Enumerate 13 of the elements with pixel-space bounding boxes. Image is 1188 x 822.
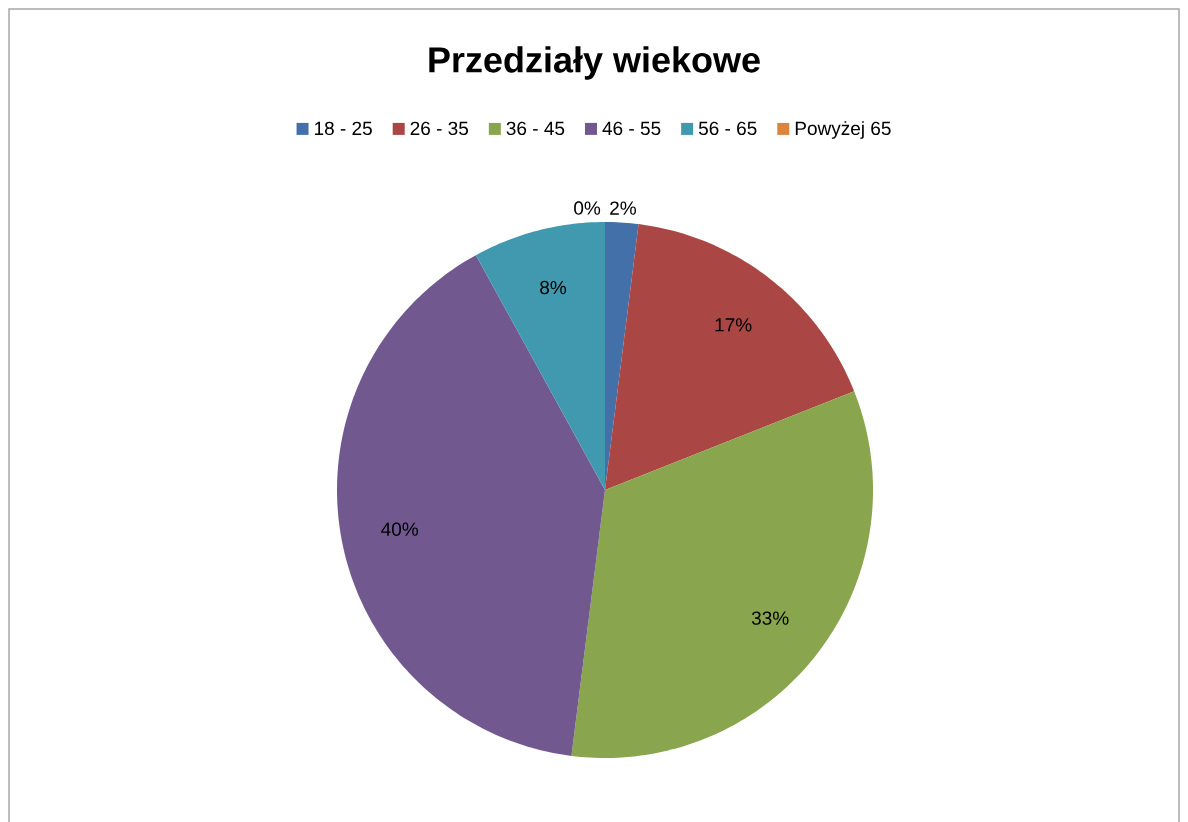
data-label: 2% [610, 201, 636, 215]
data-label: 8% [540, 280, 567, 295]
legend-label: 18 - 25 [314, 121, 372, 136]
legend-label: 46 - 55 [602, 121, 661, 136]
legend-label: 26 - 35 [410, 121, 469, 136]
legend-label: 56 - 65 [698, 121, 757, 136]
data-label: 17% [715, 318, 752, 332]
chart-title: Przedziały wiekowe [429, 46, 760, 80]
data-label: 40% [381, 522, 418, 536]
legend-label: Powyżej 65 [795, 121, 891, 139]
legend-label: 36 - 45 [506, 121, 565, 136]
data-label: 33% [751, 611, 789, 625]
text: 0% [574, 201, 601, 215]
